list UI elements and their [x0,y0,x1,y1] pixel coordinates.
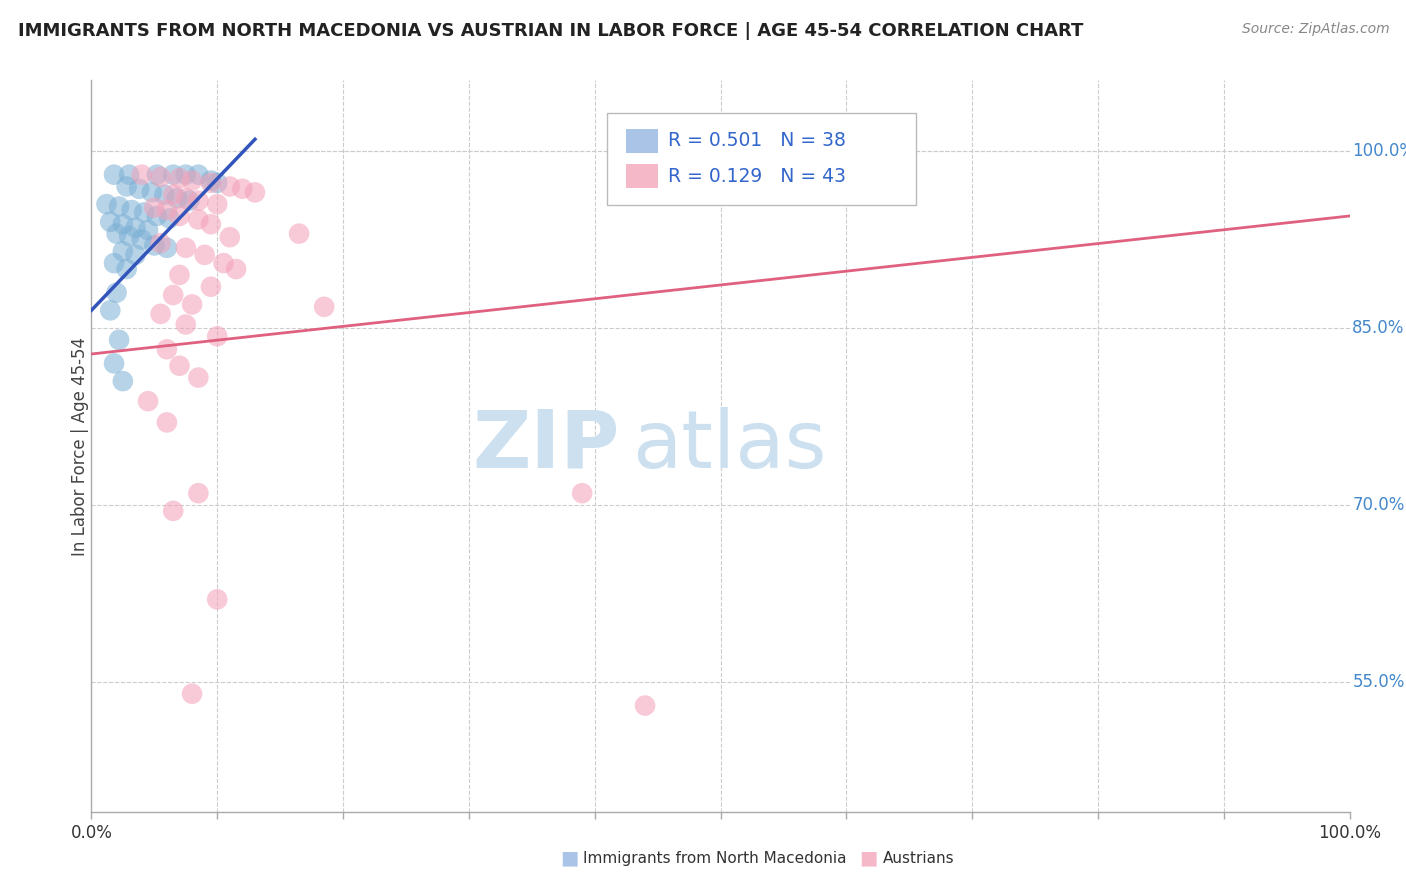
Point [105,285,128,300]
Point [121,202,143,217]
Point [187,486,209,500]
Point [124,220,146,235]
Point [194,248,217,262]
Text: R = 0.501   N = 38: R = 0.501 N = 38 [668,131,845,151]
Point [174,191,197,205]
Text: ■: ■ [560,848,579,868]
Y-axis label: In Labor Force | Age 45-54: In Labor Force | Age 45-54 [72,336,89,556]
Point [225,262,247,277]
Point [141,186,163,200]
Point [200,173,222,187]
Point [205,176,228,190]
Point [146,168,169,182]
Point [169,171,191,186]
Point [187,194,209,208]
Point [105,227,128,241]
Point [174,241,197,255]
Point [131,233,153,247]
Point [169,209,191,223]
Point [131,168,153,182]
Point [205,197,228,211]
Point [149,236,172,251]
Point [115,179,138,194]
Point [187,168,209,182]
Point [156,202,179,217]
FancyBboxPatch shape [607,113,915,204]
Point [118,168,141,182]
Text: 55.0%: 55.0% [1353,673,1405,691]
Point [174,318,197,332]
Point [218,179,240,194]
Point [143,201,166,215]
Point [98,303,121,318]
Text: 100.0%: 100.0% [1353,142,1406,160]
Point [96,197,118,211]
Point [156,343,179,357]
Point [314,300,336,314]
Point [124,248,146,262]
Text: Immigrants from North Macedonia: Immigrants from North Macedonia [583,851,846,865]
Point [187,212,209,227]
Text: 70.0%: 70.0% [1353,496,1405,514]
Point [166,191,188,205]
Point [149,169,172,184]
Text: 85.0%: 85.0% [1353,319,1405,337]
Point [205,329,228,343]
Point [111,374,134,388]
Text: Source: ZipAtlas.com: Source: ZipAtlas.com [1241,22,1389,37]
Point [231,182,253,196]
Point [98,215,121,229]
Point [212,256,235,270]
Point [634,698,657,713]
Point [146,209,169,223]
Point [169,268,191,282]
Point [162,168,184,182]
Bar [626,164,658,188]
Point [181,173,204,187]
Point [200,176,222,190]
Point [179,194,201,208]
Point [181,687,204,701]
Point [108,333,131,347]
Point [156,416,179,430]
Point [218,230,240,244]
Point [156,241,179,255]
Point [169,359,191,373]
Point [103,356,125,370]
Text: IMMIGRANTS FROM NORTH MACEDONIA VS AUSTRIAN IN LABOR FORCE | AGE 45-54 CORRELATI: IMMIGRANTS FROM NORTH MACEDONIA VS AUSTR… [18,22,1084,40]
Point [157,211,180,226]
Point [136,223,159,237]
Point [205,592,228,607]
Point [200,217,222,231]
Point [162,187,184,202]
Point [111,244,134,259]
Text: Austrians: Austrians [883,851,955,865]
Point [103,168,125,182]
Point [288,227,311,241]
Text: R = 0.129   N = 43: R = 0.129 N = 43 [668,167,846,186]
Point [128,182,150,196]
Point [143,238,166,252]
Point [187,370,209,384]
Point [174,168,197,182]
Point [162,288,184,302]
Point [162,504,184,518]
Point [118,229,141,244]
Point [571,486,593,500]
Point [136,394,159,409]
Point [153,187,176,202]
Point [200,279,222,293]
Point [134,205,156,219]
Point [111,217,134,231]
Bar [626,129,658,153]
Point [115,262,138,277]
Text: ■: ■ [859,848,879,868]
Point [181,297,204,311]
Point [149,307,172,321]
Text: atlas: atlas [633,407,827,485]
Text: ZIP: ZIP [472,407,620,485]
Point [108,200,131,214]
Point [243,186,266,200]
Point [103,256,125,270]
